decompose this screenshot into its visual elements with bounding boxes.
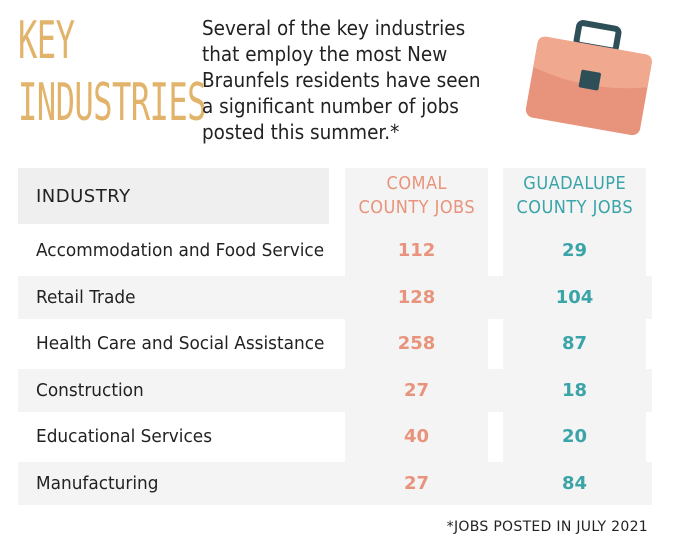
table-row bbox=[18, 369, 652, 412]
footnote: *JOBS POSTED IN JULY 2021 bbox=[446, 519, 648, 535]
column-header-guadalupe-line1: GUADALUPE bbox=[523, 173, 626, 194]
intro-line: Several of the key industries bbox=[202, 16, 466, 40]
guadalupe-jobs-value: 104 bbox=[555, 287, 594, 308]
column-header-comal-line2: COUNTY JOBS bbox=[358, 197, 475, 218]
industry-label: Accommodation and Food Service bbox=[36, 240, 325, 261]
table-row bbox=[18, 276, 652, 319]
industry-label: Construction bbox=[36, 380, 144, 401]
column-header-guadalupe: GUADALUPE COUNTY JOBS bbox=[503, 168, 646, 224]
guadalupe-column-bg bbox=[503, 168, 646, 505]
intro-text: Several of the key industries that emplo… bbox=[202, 15, 487, 145]
comal-jobs-value: 27 bbox=[403, 380, 430, 401]
comal-jobs-value: 112 bbox=[397, 240, 436, 261]
comal-jobs-value: 258 bbox=[397, 333, 436, 354]
industry-label: Educational Services bbox=[36, 426, 213, 447]
comal-column-bg bbox=[345, 168, 488, 505]
comal-jobs-value: 128 bbox=[397, 287, 436, 308]
guadalupe-jobs-value: 84 bbox=[561, 473, 588, 494]
guadalupe-jobs-value: 18 bbox=[561, 380, 588, 401]
page-title: KEY INDUSTRIES bbox=[18, 10, 207, 134]
industry-label: Manufacturing bbox=[36, 473, 159, 494]
comal-jobs-value: 40 bbox=[403, 426, 430, 447]
industry-label: Health Care and Social Assistance bbox=[36, 333, 325, 354]
table-row bbox=[18, 462, 652, 505]
title-line-1: KEY bbox=[18, 11, 75, 71]
briefcase-icon bbox=[525, 20, 652, 136]
guadalupe-jobs-value: 20 bbox=[561, 426, 588, 447]
column-header-guadalupe-line2: COUNTY JOBS bbox=[516, 197, 633, 218]
title-line-2: INDUSTRIES bbox=[18, 73, 207, 133]
column-header-comal: COMAL COUNTY JOBS bbox=[345, 168, 488, 224]
guadalupe-jobs-value: 29 bbox=[561, 240, 588, 261]
intro-line: a significant number of jobs bbox=[202, 94, 459, 118]
intro-line: posted this summer.* bbox=[202, 120, 400, 144]
column-header-industry: INDUSTRY bbox=[18, 168, 329, 224]
intro-line: Braunfels residents have seen bbox=[202, 68, 481, 92]
guadalupe-jobs-value: 87 bbox=[561, 333, 588, 354]
column-header-comal-line1: COMAL bbox=[386, 173, 447, 194]
intro-line: that employ the most New bbox=[202, 42, 448, 66]
industry-label: Retail Trade bbox=[36, 287, 136, 308]
comal-jobs-value: 27 bbox=[403, 473, 430, 494]
